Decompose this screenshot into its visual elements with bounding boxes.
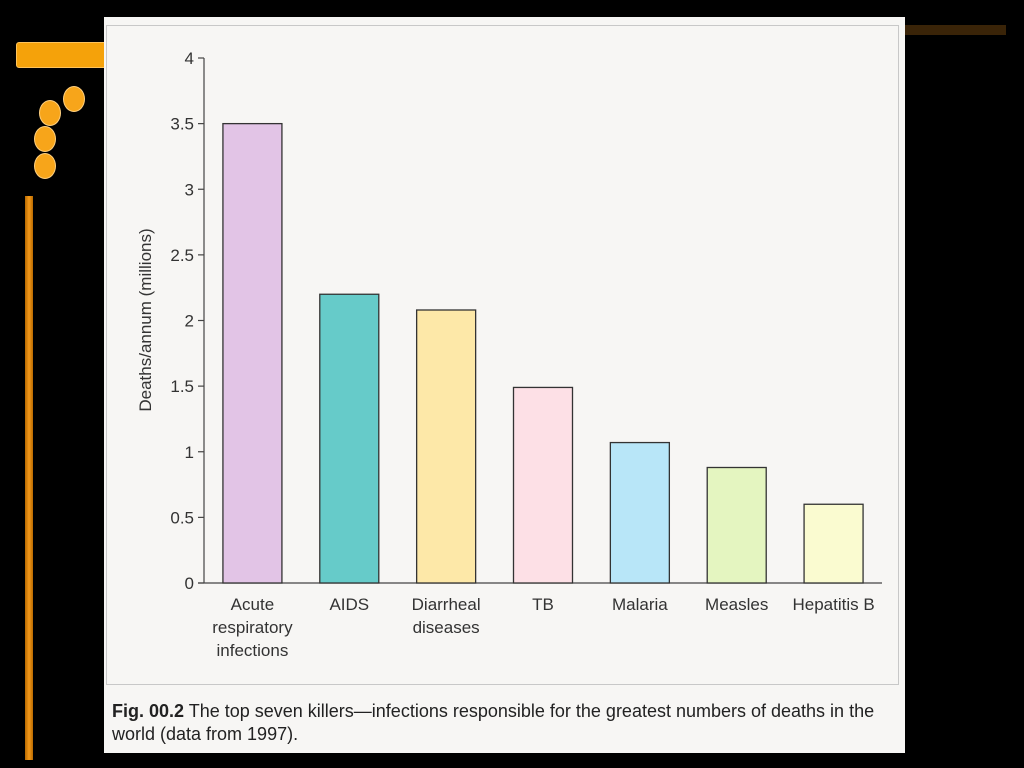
x-tick-labels: Acute respiratory infections AIDS Diarrheal d… — [212, 595, 874, 660]
bar — [319, 293, 380, 584]
bar-chart: 0 0.5 1 1.5 2 2.5 3 3.5 4 Acute respiratory infect… — [136, 49, 882, 660]
y-tick-label: 1.5 — [170, 377, 194, 396]
figure-number: Fig. 00.2 — [112, 701, 185, 721]
bars — [222, 122, 864, 584]
figure-caption: Fig. 00.2 The top seven killers—infectio… — [112, 700, 902, 746]
y-tick-label: 3 — [185, 180, 194, 199]
x-tick-label: AIDS — [329, 595, 369, 614]
orange-dot — [34, 126, 56, 152]
x-tick-label: Acute respiratory infections — [212, 595, 293, 660]
y-tick-label: 4 — [185, 49, 194, 68]
chart-frame — [106, 25, 899, 685]
x-tick-label: TB — [532, 595, 554, 614]
x-tick-label: Hepatitis B — [792, 595, 874, 614]
y-tick-label: 0.5 — [170, 508, 194, 527]
y-tick-label: 2.5 — [170, 246, 194, 265]
y-tick-label: 3.5 — [170, 115, 194, 134]
y-tick-label: 1 — [185, 443, 194, 462]
x-tick-label: Malaria — [612, 595, 668, 614]
orange-dot — [63, 86, 85, 112]
bar — [803, 503, 864, 584]
x-tick-label: Measles — [705, 595, 768, 614]
bar — [609, 441, 671, 584]
bar — [512, 386, 574, 584]
y-tick-label: 0 — [185, 574, 194, 593]
orange-header-bar — [16, 42, 120, 68]
bar — [415, 309, 477, 584]
bar — [222, 122, 283, 584]
orange-dot — [39, 100, 61, 126]
bar — [706, 466, 767, 584]
brown-header-bar — [902, 25, 1006, 35]
orange-dot — [34, 153, 56, 179]
figure-panel: 0 0.5 1 1.5 2 2.5 3 3.5 4 Acute respiratory infect… — [104, 17, 905, 753]
y-axis-label: Deaths/annum (millions) — [136, 228, 155, 411]
orange-vertical-rule — [25, 196, 33, 760]
y-tick-label: 2 — [185, 312, 194, 331]
caption-text: The top seven killers—infections respons… — [112, 701, 875, 744]
y-ticks: 0 0.5 1 1.5 2 2.5 3 3.5 4 — [170, 49, 204, 593]
x-tick-label: Diarrheal diseases — [412, 595, 481, 637]
